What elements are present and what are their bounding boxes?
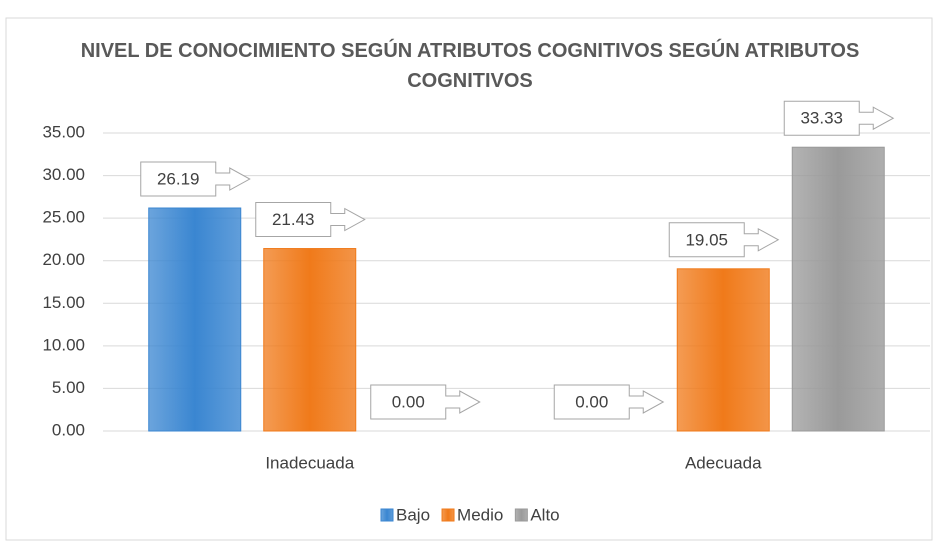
legend-label: Medio bbox=[457, 505, 503, 524]
legend-swatch bbox=[514, 508, 528, 522]
label-callout bbox=[255, 202, 366, 238]
legend-swatch bbox=[380, 508, 394, 522]
y-tick-label: 0.00 bbox=[52, 420, 85, 439]
x-tick-label: Adecuada bbox=[685, 453, 762, 472]
bar bbox=[263, 248, 357, 432]
data-label: 26.19 bbox=[157, 169, 200, 188]
data-label: 19.05 bbox=[685, 230, 728, 249]
label-callout bbox=[370, 384, 481, 420]
bar bbox=[791, 146, 885, 432]
y-tick-label: 35.00 bbox=[42, 122, 85, 141]
y-tick-label: 10.00 bbox=[42, 335, 85, 354]
data-label: 33.33 bbox=[800, 109, 843, 128]
legend-label: Alto bbox=[530, 505, 559, 524]
chart-border bbox=[5, 17, 933, 541]
y-tick-label: 5.00 bbox=[52, 378, 85, 397]
data-label: 21.43 bbox=[272, 210, 315, 229]
bar bbox=[676, 268, 770, 432]
legend-swatch bbox=[441, 508, 455, 522]
label-callout bbox=[140, 161, 251, 197]
data-label: 0.00 bbox=[575, 392, 608, 411]
label-callout bbox=[783, 100, 895, 136]
chart-title: NIVEL DE CONOCIMIENTO SEGÚN ATRIBUTOS CO… bbox=[80, 40, 860, 92]
data-label: 0.00 bbox=[392, 392, 425, 411]
y-tick-label: 25.00 bbox=[42, 208, 85, 227]
label-callout bbox=[668, 222, 780, 258]
x-tick-label: Inadecuada bbox=[265, 453, 354, 472]
legend-label: Bajo bbox=[396, 505, 430, 524]
y-tick-label: 15.00 bbox=[42, 293, 85, 312]
y-tick-label: 20.00 bbox=[42, 250, 85, 269]
bar bbox=[148, 207, 242, 432]
label-callout bbox=[553, 384, 665, 420]
y-tick-label: 30.00 bbox=[42, 165, 85, 184]
